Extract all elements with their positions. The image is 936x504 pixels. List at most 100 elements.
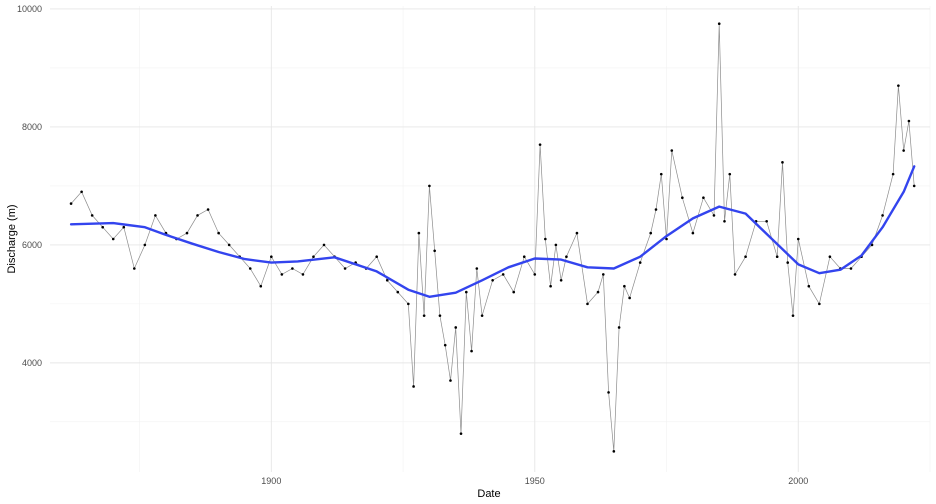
- x-tick-label: 1900: [261, 476, 281, 486]
- raw-data-point: [723, 220, 726, 223]
- raw-data-point: [575, 231, 579, 235]
- raw-data-point: [375, 255, 379, 258]
- raw-data-point: [270, 255, 273, 258]
- raw-data-point: [480, 314, 484, 317]
- raw-series-line: [70, 23, 915, 452]
- raw-data-point: [343, 267, 347, 270]
- raw-data-point: [870, 243, 874, 247]
- raw-data-point: [670, 149, 674, 152]
- y-tick-label: 4000: [22, 358, 42, 368]
- raw-data-point: [623, 284, 626, 288]
- raw-data-point: [607, 391, 610, 394]
- raw-data-point: [449, 379, 452, 382]
- raw-data-point: [443, 343, 447, 347]
- raw-data-point: [544, 237, 547, 241]
- x-tick-label: 2000: [788, 476, 808, 486]
- raw-data-point: [744, 255, 747, 258]
- raw-data-point: [638, 261, 642, 264]
- raw-data-point: [101, 225, 104, 229]
- y-tick-label: 6000: [22, 240, 42, 250]
- raw-data-point: [90, 214, 94, 217]
- raw-data-point: [459, 432, 463, 435]
- raw-data-point: [454, 326, 458, 329]
- trend-series: [69, 165, 916, 298]
- raw-data-point: [586, 302, 589, 306]
- raw-data-point: [559, 278, 563, 282]
- raw-data-point: [259, 284, 263, 288]
- raw-data-point: [612, 450, 616, 453]
- raw-data-point: [407, 302, 410, 306]
- raw-data-point: [185, 231, 189, 235]
- raw-data-point: [733, 273, 737, 276]
- tick-labels: 1900 1950 2000 4000 6000 8000 10000: [17, 4, 808, 486]
- x-axis-title: Date: [477, 488, 500, 500]
- raw-data-point: [691, 231, 695, 235]
- raw-data-point: [665, 237, 668, 241]
- raw-data-point: [881, 214, 884, 217]
- raw-data-point: [649, 231, 653, 235]
- raw-data-point: [412, 385, 415, 388]
- raw-data-point: [659, 172, 663, 176]
- raw-data-point: [312, 255, 315, 258]
- raw-data-point: [549, 284, 552, 288]
- raw-data-point: [849, 267, 853, 270]
- raw-data-point: [912, 184, 916, 188]
- raw-data-point: [69, 202, 73, 205]
- raw-data-point: [80, 190, 83, 194]
- raw-data-point: [464, 290, 468, 294]
- y-tick-label: 10000: [17, 4, 42, 14]
- raw-data-point: [617, 326, 621, 329]
- raw-data-point: [728, 172, 732, 176]
- raw-data-point: [902, 149, 905, 152]
- raw-data-point: [248, 267, 252, 270]
- raw-data-point: [712, 214, 716, 217]
- raw-data-point: [385, 278, 389, 282]
- raw-data-point: [522, 255, 526, 258]
- raw-data-point: [428, 184, 431, 188]
- raw-data-point: [781, 161, 784, 164]
- raw-data-point: [227, 243, 231, 247]
- raw-data-point: [396, 290, 400, 294]
- raw-data-point: [717, 22, 721, 25]
- raw-data-point: [796, 237, 800, 241]
- raw-data-point: [501, 273, 505, 276]
- raw-data-point: [828, 255, 832, 258]
- raw-data-point: [512, 290, 516, 294]
- grid: [50, 6, 931, 472]
- raw-data-point: [628, 296, 631, 300]
- raw-data-point: [538, 143, 542, 146]
- raw-data-point: [196, 214, 199, 217]
- y-axis-title: Discharge (m): [6, 204, 18, 273]
- raw-data-point: [775, 255, 779, 258]
- raw-data-point: [143, 243, 147, 247]
- raw-data-point: [206, 208, 210, 211]
- y-tick-label: 8000: [22, 122, 42, 132]
- raw-data-point: [554, 243, 558, 247]
- raw-data-point: [601, 273, 605, 276]
- trend-line: [69, 165, 916, 298]
- raw-data-point: [133, 267, 136, 270]
- raw-data-point: [122, 225, 126, 229]
- raw-data-point: [475, 267, 479, 270]
- raw-data-point: [596, 290, 600, 294]
- raw-data-point: [217, 231, 220, 235]
- raw-data-point: [818, 302, 821, 306]
- raw-data-point: [438, 314, 442, 317]
- raw-data-point: [417, 231, 421, 235]
- raw-data-point: [791, 314, 795, 317]
- raw-data-point: [681, 196, 684, 200]
- raw-data-point: [702, 196, 705, 200]
- raw-data-point: [491, 278, 494, 282]
- raw-data-point: [786, 261, 790, 264]
- raw-data-point: [807, 284, 811, 288]
- raw-data-point: [654, 208, 658, 211]
- raw-data-point: [280, 273, 284, 276]
- raw-data-point: [433, 249, 436, 253]
- raw-data-point: [765, 220, 768, 223]
- raw-data-point: [291, 267, 294, 270]
- raw-data-point: [897, 84, 900, 87]
- raw-data-point: [907, 119, 911, 123]
- x-tick-label: 1950: [525, 476, 545, 486]
